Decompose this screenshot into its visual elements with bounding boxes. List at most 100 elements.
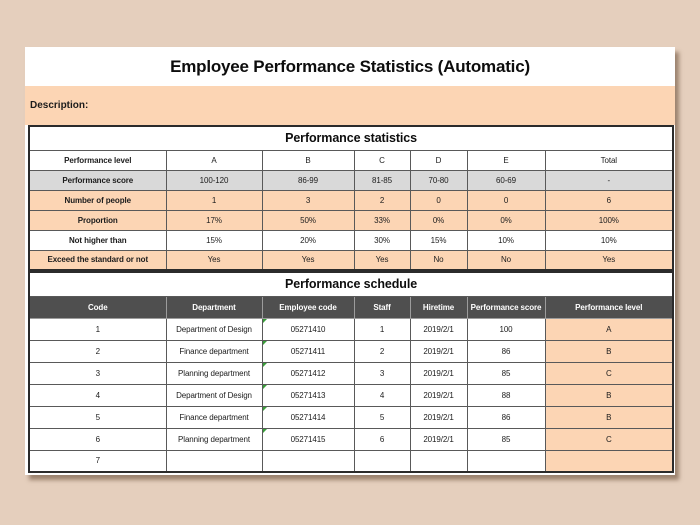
stats-cell: 10% xyxy=(466,229,546,251)
schedule-cell-employee-code: 05271414 xyxy=(261,405,355,429)
stats-cell: 30% xyxy=(353,229,411,251)
text-format-indicator-icon xyxy=(263,429,267,433)
stats-cell: 100% xyxy=(544,209,674,231)
stats-cell: 0 xyxy=(409,189,468,211)
stats-cell: Total xyxy=(544,149,674,171)
schedule-cell-staff: 4 xyxy=(353,383,411,407)
schedule-row: 5 Finance department 05271414 5 2019/2/1… xyxy=(28,405,674,429)
schedule-cell-code: 3 xyxy=(28,361,167,385)
schedule-cell-hiretime: 2019/2/1 xyxy=(409,405,468,429)
schedule-cell-score: 85 xyxy=(466,427,546,451)
schedule-cell-department: Finance department xyxy=(165,405,263,429)
stats-cell: 0 xyxy=(466,189,546,211)
stats-row-proportion: Proportion 17% 50% 33% 0% 0% 100% xyxy=(28,209,674,231)
stats-cell: 6 xyxy=(544,189,674,211)
stats-row-performance-score: Performance score 100-120 86-99 81-85 70… xyxy=(28,169,674,191)
schedule-section-title: Performance schedule xyxy=(28,271,674,297)
title-band: Employee Performance Statistics (Automat… xyxy=(25,47,675,86)
description-band: Description: xyxy=(25,86,675,125)
schedule-column-header: Hiretime xyxy=(409,295,468,319)
stats-cell: - xyxy=(544,169,674,191)
stats-cell: 17% xyxy=(165,209,263,231)
text-format-indicator-icon xyxy=(263,385,267,389)
schedule-header-row: Code Department Employee code Staff Hire… xyxy=(28,295,674,319)
stats-cell: 10% xyxy=(544,229,674,251)
stats-cell: Yes xyxy=(165,249,263,271)
stats-cell: 0% xyxy=(466,209,546,231)
stats-cell: E xyxy=(466,149,546,171)
schedule-cell-department: Department of Design xyxy=(165,383,263,407)
stats-cell: 15% xyxy=(165,229,263,251)
stats-cell: No xyxy=(466,249,546,271)
description-label: Description: xyxy=(30,100,89,111)
schedule-cell-level: B xyxy=(544,405,674,429)
schedule-cell-hiretime: 2019/2/1 xyxy=(409,383,468,407)
schedule-row: 2 Finance department 05271411 2 2019/2/1… xyxy=(28,339,674,363)
spreadsheet-preview: Employee Performance Statistics (Automat… xyxy=(25,47,675,475)
text-format-indicator-icon xyxy=(263,319,267,323)
performance-statistics-table: Performance statistics Performance level… xyxy=(28,125,675,271)
stats-row-performance-level: Performance level A B C D E Total xyxy=(28,149,674,171)
stats-cell: 81-85 xyxy=(353,169,411,191)
schedule-row: 3 Planning department 05271412 3 2019/2/… xyxy=(28,361,674,385)
stats-cell: 20% xyxy=(261,229,355,251)
stats-cell: 0% xyxy=(409,209,468,231)
schedule-row: 4 Department of Design 05271413 4 2019/2… xyxy=(28,383,674,407)
stats-cell: Yes xyxy=(544,249,674,271)
stats-cell: 3 xyxy=(261,189,355,211)
schedule-row: 1 Department of Design 05271410 1 2019/2… xyxy=(28,317,674,341)
schedule-cell-staff: 1 xyxy=(353,317,411,341)
schedule-column-header: Performance level xyxy=(544,295,674,319)
schedule-cell-level: C xyxy=(544,361,674,385)
schedule-cell-code: 6 xyxy=(28,427,167,451)
schedule-cell-employee-code: 05271413 xyxy=(261,383,355,407)
schedule-cell-department: Department of Design xyxy=(165,317,263,341)
stats-cell: Yes xyxy=(261,249,355,271)
stats-cell: 1 xyxy=(165,189,263,211)
schedule-cell-code: 2 xyxy=(28,339,167,363)
stats-row-label: Number of people xyxy=(28,189,167,211)
stats-cell: No xyxy=(409,249,468,271)
schedule-cell-department: Planning department xyxy=(165,361,263,385)
stats-row-label: Exceed the standard or not xyxy=(28,249,167,271)
schedule-cell-score: 86 xyxy=(466,405,546,429)
schedule-column-header: Staff xyxy=(353,295,411,319)
schedule-cell-staff: 3 xyxy=(353,361,411,385)
stats-cell: D xyxy=(409,149,468,171)
schedule-column-header: Department xyxy=(165,295,263,319)
stats-cell: 60-69 xyxy=(466,169,546,191)
schedule-cell-employee-code: 05271415 xyxy=(261,427,355,451)
schedule-cell-employee-code: 05271412 xyxy=(261,361,355,385)
schedule-cell-employee-code: 05271411 xyxy=(261,339,355,363)
stats-cell: 70-80 xyxy=(409,169,468,191)
stats-cell: 33% xyxy=(353,209,411,231)
schedule-cell-employee-code xyxy=(261,449,355,473)
schedule-cell-employee-code: 05271410 xyxy=(261,317,355,341)
text-format-indicator-icon xyxy=(263,363,267,367)
schedule-cell-score xyxy=(466,449,546,473)
stats-section-title: Performance statistics xyxy=(28,125,674,151)
stats-row-not-higher-than: Not higher than 15% 20% 30% 15% 10% 10% xyxy=(28,229,674,251)
schedule-cell-score: 86 xyxy=(466,339,546,363)
schedule-cell-code: 7 xyxy=(28,449,167,473)
performance-schedule-table: Performance schedule Code Department Emp… xyxy=(28,271,675,473)
schedule-cell-department: Planning department xyxy=(165,427,263,451)
schedule-cell-department: Finance department xyxy=(165,339,263,363)
schedule-row: 7 xyxy=(28,449,674,473)
schedule-cell-staff xyxy=(353,449,411,473)
stats-row-label: Proportion xyxy=(28,209,167,231)
stats-cell: 100-120 xyxy=(165,169,263,191)
schedule-cell-code: 1 xyxy=(28,317,167,341)
schedule-column-header: Performance score xyxy=(466,295,546,319)
schedule-column-header: Code xyxy=(28,295,167,319)
page-title: Employee Performance Statistics (Automat… xyxy=(170,56,530,76)
text-format-indicator-icon xyxy=(263,341,267,345)
schedule-column-header: Employee code xyxy=(261,295,355,319)
schedule-cell-code: 4 xyxy=(28,383,167,407)
schedule-cell-level xyxy=(544,449,674,473)
text-format-indicator-icon xyxy=(263,407,267,411)
stats-row-label: Not higher than xyxy=(28,229,167,251)
schedule-cell-score: 85 xyxy=(466,361,546,385)
schedule-cell-score: 88 xyxy=(466,383,546,407)
stats-cell: C xyxy=(353,149,411,171)
